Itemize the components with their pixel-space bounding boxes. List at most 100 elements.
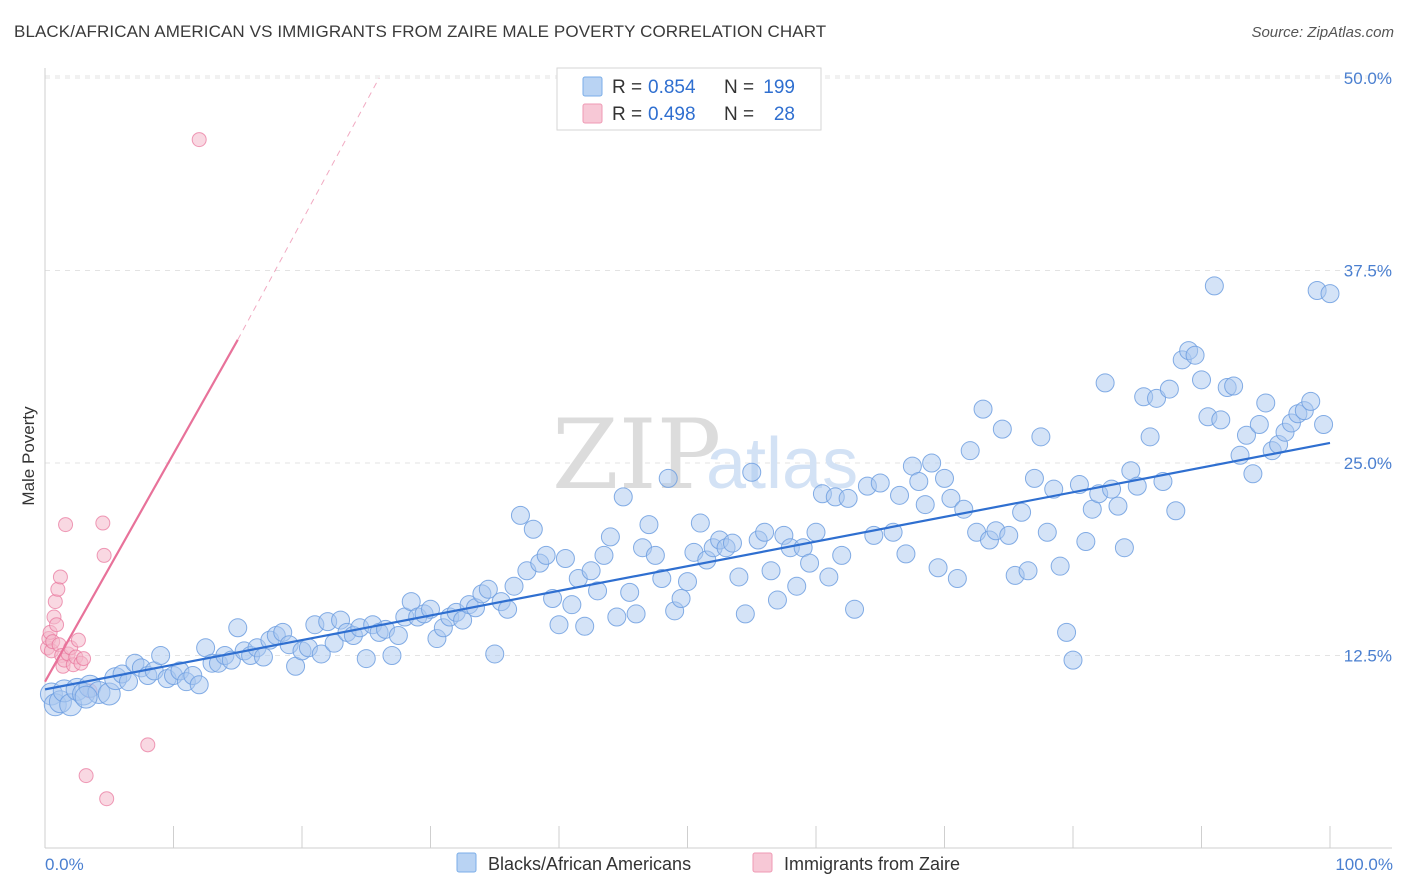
legend-top: R = 0.854 N = 199 R = 0.498 N = 28	[556, 67, 822, 131]
data-point-blacks	[652, 569, 672, 588]
data-point-blacks	[1204, 276, 1224, 296]
data-point-blacks	[1192, 370, 1211, 390]
data-point-zaire	[49, 617, 65, 633]
data-point-blacks	[909, 471, 929, 491]
legend-swatch-blue	[582, 76, 603, 97]
data-point-blacks	[478, 579, 498, 599]
trend-lines	[44, 77, 1331, 691]
data-point-blacks	[1159, 379, 1179, 399]
data-point-blacks	[832, 545, 852, 565]
data-point-blacks	[562, 595, 582, 615]
source-label: Source: ZipAtlas.com	[1251, 24, 1394, 41]
trend-line-zaire-extension	[237, 77, 380, 341]
data-point-blacks	[1108, 496, 1128, 516]
data-point-blacks	[189, 675, 209, 695]
legend-r-value-1: 0.854	[648, 77, 696, 98]
data-point-blacks	[620, 582, 640, 602]
legend-swatch-pink	[582, 103, 603, 124]
data-point-blacks	[575, 616, 595, 636]
data-point-blacks	[588, 581, 608, 601]
data-point-blacks	[1095, 373, 1115, 393]
data-point-zaire	[50, 581, 66, 597]
data-point-blacks	[581, 561, 601, 581]
data-point-zaire	[191, 132, 207, 148]
trend-line-blacks	[44, 441, 1331, 691]
y-tick-label: 25.0%	[1344, 454, 1392, 473]
data-point-blacks	[1185, 345, 1205, 365]
legend-bottom-swatch-blue	[456, 852, 477, 873]
y-tick-label: 37.5%	[1344, 262, 1392, 281]
data-point-blacks	[1320, 284, 1340, 304]
data-point-blacks	[896, 544, 916, 564]
data-point-blacks	[1114, 538, 1134, 558]
x-tick-labels: 0.0% 100.0%	[45, 855, 1393, 874]
data-point-blacks	[1301, 391, 1321, 411]
data-point-blacks	[1024, 468, 1044, 488]
data-point-blacks	[382, 646, 402, 665]
data-point-blacks	[671, 589, 691, 609]
x-tick-label-min: 0.0%	[45, 855, 84, 874]
data-point-blacks	[1050, 556, 1070, 576]
data-point-blacks	[536, 545, 556, 565]
legend-bottom-label-zaire: Immigrants from Zaire	[784, 854, 960, 874]
y-tick-label: 12.5%	[1344, 647, 1392, 666]
data-point-blacks	[755, 522, 775, 542]
legend-bottom: Blacks/African Americans Immigrants from…	[456, 852, 960, 874]
gridlines	[45, 75, 1392, 656]
data-point-blacks	[890, 485, 910, 505]
data-point-blacks	[838, 488, 858, 508]
data-point-blacks	[767, 590, 787, 610]
data-point-blacks	[960, 441, 980, 461]
data-point-blacks	[1249, 415, 1269, 434]
legend-r-label-1: R =	[612, 77, 642, 98]
data-point-blacks	[992, 419, 1012, 439]
data-point-blacks	[607, 607, 627, 627]
data-point-blacks	[1018, 561, 1038, 581]
data-point-zaire	[95, 515, 111, 531]
data-point-blacks	[600, 527, 620, 547]
data-point-blacks	[1256, 393, 1276, 413]
data-point-blacks	[1314, 415, 1334, 434]
legend-r-label-2: R =	[612, 104, 642, 125]
data-point-blacks	[1140, 427, 1160, 447]
data-point-blacks	[690, 513, 710, 533]
data-point-blacks	[787, 576, 807, 596]
legend-n-label-1: N =	[724, 77, 754, 98]
data-point-blacks	[935, 468, 954, 488]
watermark-zip: ZIP	[552, 399, 721, 511]
data-point-zaire	[76, 651, 92, 667]
data-point-blacks	[947, 569, 967, 588]
legend-bottom-swatch-pink	[752, 852, 773, 873]
data-point-blacks	[729, 567, 749, 587]
data-point-zaire	[99, 791, 115, 807]
data-point-blacks	[819, 567, 839, 587]
data-point-blacks	[74, 685, 98, 709]
data-point-blacks	[645, 545, 665, 565]
data-point-blacks	[922, 453, 942, 473]
data-point-blacks	[1076, 532, 1096, 552]
data-point-blacks	[228, 618, 248, 638]
y-tick-labels: 12.5% 25.0% 37.5% 50.0%	[1344, 69, 1392, 666]
axes	[44, 68, 1392, 849]
x-tick-label-max: 100.0%	[1335, 855, 1393, 874]
data-point-blacks	[1057, 622, 1077, 642]
y-tick-label: 50.0%	[1344, 69, 1392, 88]
data-point-blacks	[658, 468, 678, 488]
data-point-blacks	[1243, 464, 1263, 484]
legend-bottom-label-blacks: Blacks/African Americans	[488, 854, 691, 874]
data-point-blacks	[742, 462, 762, 482]
data-point-zaire	[70, 632, 86, 648]
data-point-blacks	[973, 399, 993, 419]
watermark: ZIP atlas	[552, 399, 858, 511]
data-point-blacks	[1166, 501, 1186, 521]
data-point-blacks	[806, 522, 826, 542]
data-point-blacks	[1044, 479, 1064, 499]
data-point-blacks	[1037, 522, 1057, 542]
data-point-blacks	[845, 599, 865, 619]
data-point-blacks	[761, 561, 781, 581]
data-point-blacks	[735, 604, 755, 624]
data-point-blacks	[549, 615, 569, 635]
data-point-zaire	[96, 547, 112, 563]
data-point-blacks	[151, 646, 171, 665]
